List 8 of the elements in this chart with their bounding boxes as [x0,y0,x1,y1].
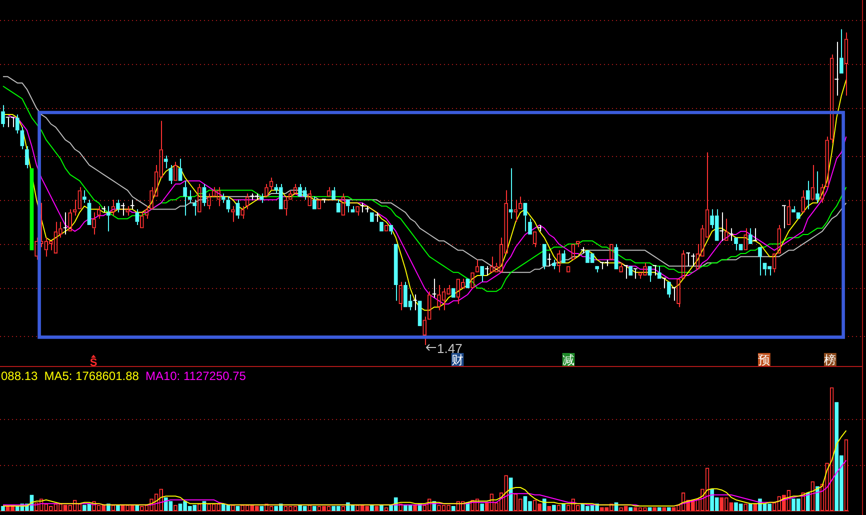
text: 预 [758,353,770,367]
text: 榜 [824,353,836,367]
text: MA5: 1768601.88 [44,369,140,383]
text: S [90,357,98,369]
text: MA10: 1127250.75 [145,369,246,383]
text: 减 [562,353,574,367]
text: 财 [452,353,464,367]
text: 088.13 [1,369,38,383]
